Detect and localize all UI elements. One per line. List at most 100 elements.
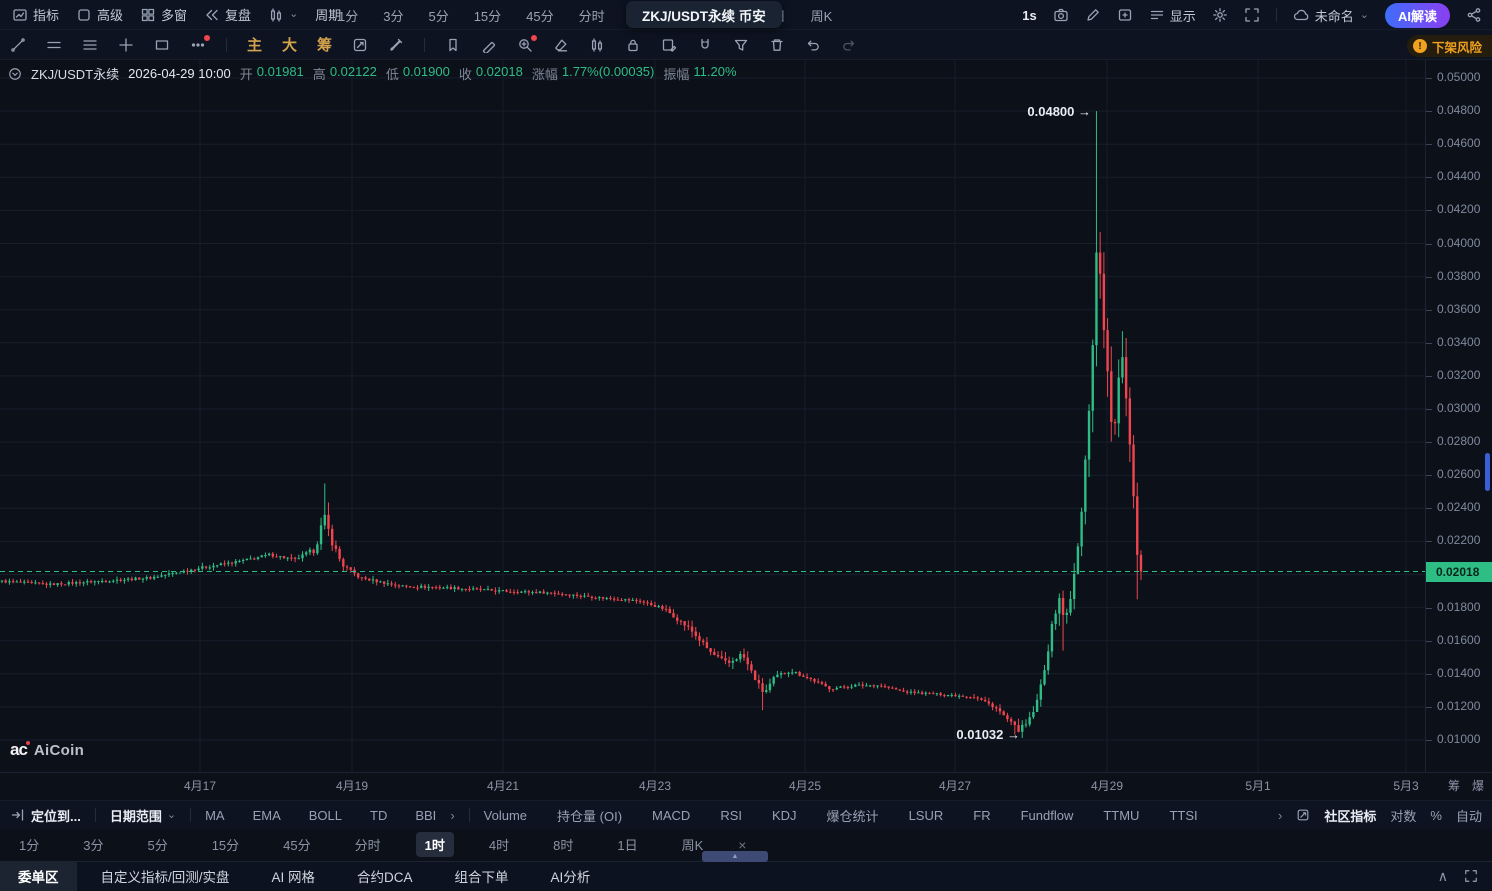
timeframe-item-6[interactable]: 1时 [415, 832, 454, 857]
annotate-tool-icon[interactable] [352, 37, 368, 53]
chevron-up-icon[interactable]: ∧ [1437, 867, 1448, 884]
settings-gear-icon[interactable] [1212, 7, 1228, 23]
large-view-toggle[interactable]: 大 [282, 37, 298, 54]
timeframe-item-2[interactable]: 5分 [147, 838, 168, 853]
y-axis[interactable]: 0.05000 0.04800 0.04600 0.04400 0.04200 0.040… [1425, 60, 1492, 772]
log-scale-toggle[interactable]: 对数 [1390, 808, 1417, 824]
fullscreen-icon[interactable] [1244, 7, 1260, 23]
magnet-tool-icon[interactable] [697, 37, 713, 53]
horizontal-lines-tool-icon[interactable] [46, 37, 62, 53]
trendline-tool-icon[interactable] [10, 37, 26, 53]
overlay-indicator-2[interactable]: BOLL [308, 807, 342, 823]
replay-button[interactable]: 复盘 [204, 5, 251, 24]
ai-analysis-button[interactable]: AI解读 [1384, 2, 1450, 28]
add-pane-icon[interactable] [1117, 7, 1133, 23]
liquidation-axis-toggle[interactable]: 爆 [1471, 779, 1484, 793]
redo-icon[interactable] [841, 37, 857, 53]
panel-collapse-handle[interactable]: ▲ [702, 851, 768, 862]
brush-tool-icon[interactable] [388, 37, 404, 53]
ruler-tool-icon[interactable] [481, 37, 497, 53]
period-dropdown[interactable]: 周期 ⌄ [315, 5, 355, 24]
bottom-tab-1[interactable]: 自定义指标/回测/实盘 [100, 870, 230, 885]
candle-overlay-tool-icon[interactable] [589, 37, 605, 53]
edit-icon[interactable] [1085, 7, 1101, 23]
timeframe-item-1[interactable]: 3分 [83, 838, 104, 853]
share-icon[interactable] [1466, 7, 1482, 23]
bottom-tab-2[interactable]: AI 网格 [271, 870, 316, 885]
multiwindow-button[interactable]: 多窗 [140, 5, 187, 24]
main-indicator-4[interactable]: KDJ [771, 807, 797, 823]
display-settings-button[interactable]: 显示 [1149, 6, 1196, 25]
period-item-2[interactable]: 5分 [428, 8, 449, 24]
chevron-right-icon[interactable]: › [1278, 807, 1283, 823]
overlay-indicator-1[interactable]: EMA [252, 807, 281, 823]
period-item-3[interactable]: 15分 [473, 8, 502, 24]
period-item-0[interactable]: 1分 [338, 8, 359, 24]
timeframe-item-5[interactable]: 分时 [354, 838, 381, 853]
timeframe-item-8[interactable]: 8时 [553, 838, 574, 853]
auto-scale-toggle[interactable]: 自动 [1455, 808, 1482, 824]
overlay-indicator-0[interactable]: MA [205, 807, 225, 823]
main-indicator-7[interactable]: FR [973, 807, 991, 823]
chips-axis-toggle[interactable]: 筹 [1447, 779, 1460, 793]
main-indicator-5[interactable]: 爆仓统计 [826, 808, 879, 824]
locate-button[interactable]: 定位到... [10, 806, 81, 825]
bookmark-tool-icon[interactable] [445, 37, 461, 53]
timeframe-item-3[interactable]: 15分 [211, 838, 240, 853]
main-indicator-2[interactable]: MACD [652, 807, 691, 823]
percent-scale-toggle[interactable]: % [1430, 807, 1442, 823]
main-indicator-8[interactable]: Fundflow [1020, 807, 1074, 823]
note-tool-icon[interactable] [661, 37, 677, 53]
overlay-indicator-3[interactable]: TD [370, 807, 388, 823]
chart-type-button[interactable]: ⌄ [268, 7, 298, 23]
screenshot-icon[interactable] [1053, 7, 1069, 23]
collapse-ohlc-icon[interactable] [8, 67, 22, 81]
timeframe-item-7[interactable]: 4时 [488, 838, 510, 853]
x-axis[interactable]: 筹 爆 4月17 4月19 4月21 4月23 4月25 4月27 4月29 5月1 5月3 [0, 772, 1492, 795]
zoom-in-tool-icon[interactable] [517, 34, 538, 53]
tick-interval[interactable]: 1s [1022, 7, 1037, 23]
period-item-5[interactable]: 分时 [578, 8, 605, 24]
symbol-tab[interactable]: ZKJ/USDT永续 币安 [626, 1, 782, 28]
period-item-4[interactable]: 45分 [526, 8, 554, 24]
main-chart-toggle[interactable]: 主 [247, 37, 263, 54]
lock-tool-icon[interactable] [625, 37, 641, 53]
close-timeframe-icon[interactable]: × [738, 836, 747, 853]
eraser-tool-icon[interactable] [553, 37, 569, 53]
expand-panel-icon[interactable] [1464, 869, 1478, 883]
advanced-button[interactable]: 高级 [76, 5, 123, 24]
main-indicator-6[interactable]: LSUR [908, 807, 944, 823]
bottom-tab-0[interactable]: 委单区 [0, 861, 77, 891]
filter-tool-icon[interactable] [733, 37, 749, 53]
main-indicator-9[interactable]: TTMU [1103, 807, 1140, 823]
timeframe-item-4[interactable]: 45分 [283, 838, 311, 853]
candlestick-canvas[interactable]: 0.04800 → 0.01032 → [0, 60, 1425, 772]
bottom-tab-5[interactable]: AI分析 [550, 870, 591, 885]
community-indicators-button[interactable]: 社区指标 [1324, 808, 1377, 824]
bottom-tab-3[interactable]: 合约DCA [357, 870, 413, 885]
main-indicator-3[interactable]: RSI [720, 807, 742, 823]
timeframe-item-0[interactable]: 1分 [19, 838, 40, 853]
timeframe-item-9[interactable]: 1日 [617, 838, 638, 853]
edit-indicators-icon[interactable] [1296, 808, 1310, 822]
main-indicator-1[interactable]: 持仓量 (OI) [557, 808, 623, 824]
main-indicator-10[interactable]: TTSI [1169, 807, 1198, 823]
undo-icon[interactable] [805, 37, 821, 53]
chips-toggle[interactable]: 筹 [317, 37, 333, 54]
vertical-scrollbar[interactable] [1485, 453, 1490, 491]
cross-tool-icon[interactable] [118, 37, 134, 53]
timeframe-item-10[interactable]: 周K [681, 838, 704, 853]
indicator-button[interactable]: 指标 [12, 5, 59, 24]
delisting-risk-badge[interactable]: ! 下架风险 [1406, 35, 1492, 57]
more-drawings-icon[interactable] [190, 34, 210, 53]
parallel-lines-tool-icon[interactable] [82, 37, 98, 53]
chevron-right-icon[interactable]: › [450, 807, 455, 823]
workspace-button[interactable]: 未命名 ⌄ [1293, 6, 1369, 25]
date-range-button[interactable]: 日期范围 ⌄ [110, 806, 176, 825]
period-item-1[interactable]: 3分 [383, 8, 404, 24]
main-indicator-0[interactable]: Volume [483, 807, 528, 823]
rectangle-tool-icon[interactable] [154, 37, 170, 53]
overlay-indicator-4[interactable]: BBI [415, 807, 437, 823]
bottom-tab-4[interactable]: 组合下单 [454, 870, 509, 885]
trash-icon[interactable] [769, 37, 785, 53]
